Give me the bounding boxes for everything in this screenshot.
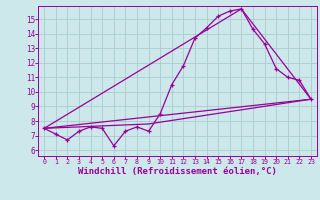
X-axis label: Windchill (Refroidissement éolien,°C): Windchill (Refroidissement éolien,°C)	[78, 167, 277, 176]
